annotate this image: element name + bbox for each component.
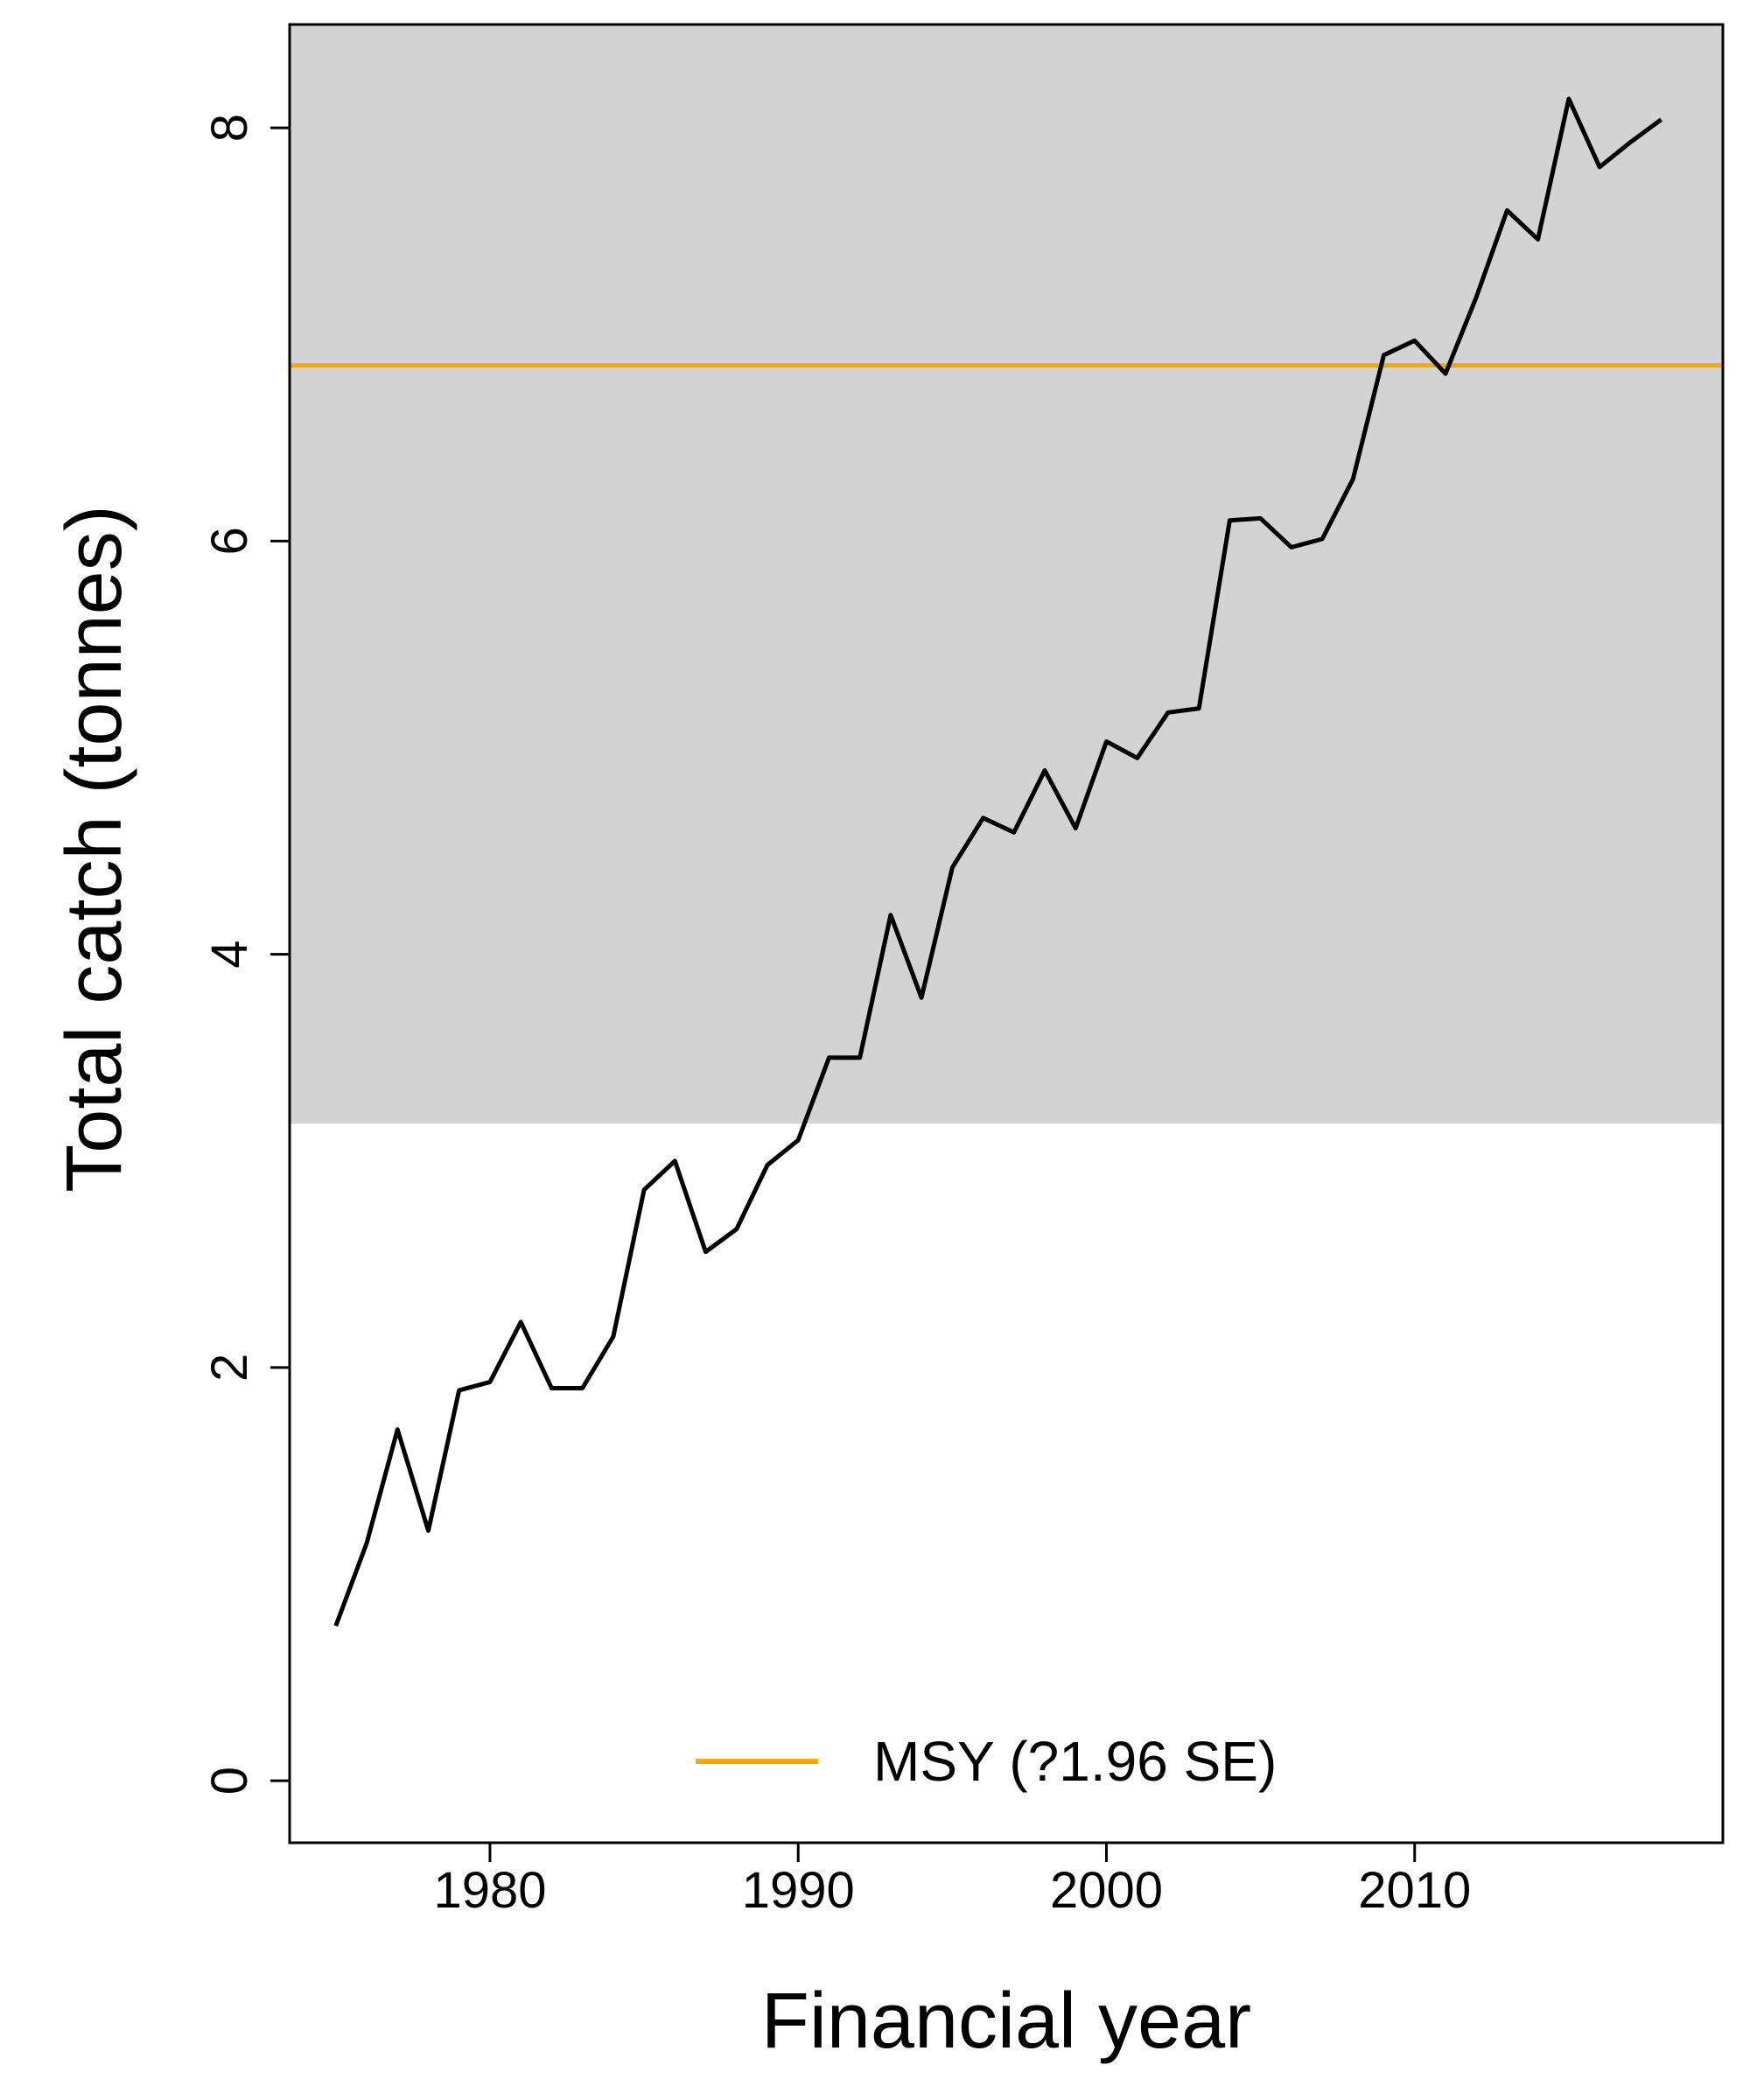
x-tick-label: 2000	[1050, 1862, 1163, 1919]
y-tick-label: 6	[201, 527, 258, 555]
catch-line	[333, 96, 1662, 1627]
catch-series	[333, 96, 1662, 1627]
msy-confidence-band	[290, 24, 1723, 1124]
y-axis-title: Total catch (tonnes)	[51, 505, 138, 1192]
plot-frame	[288, 23, 1725, 1844]
y-tick-label: 0	[201, 1767, 258, 1795]
x-tick-label: 1980	[433, 1862, 546, 1919]
x-tick-label: 2010	[1358, 1862, 1471, 1919]
y-tick-label: 2	[201, 1354, 258, 1382]
x-axis-title: Financial year	[761, 1978, 1251, 2065]
x-axis: 1980 1990 2000 2010	[433, 1843, 1471, 1919]
x-tick-label: 1990	[742, 1862, 855, 1919]
y-axis: 0 2 4 6 8	[201, 114, 290, 1795]
legend-msy-label: MSY (?1.96 SE)	[873, 1730, 1277, 1793]
legend: MSY (?1.96 SE)	[696, 1730, 1277, 1793]
y-tick-label: 8	[201, 114, 258, 142]
y-tick-label: 4	[201, 940, 258, 968]
